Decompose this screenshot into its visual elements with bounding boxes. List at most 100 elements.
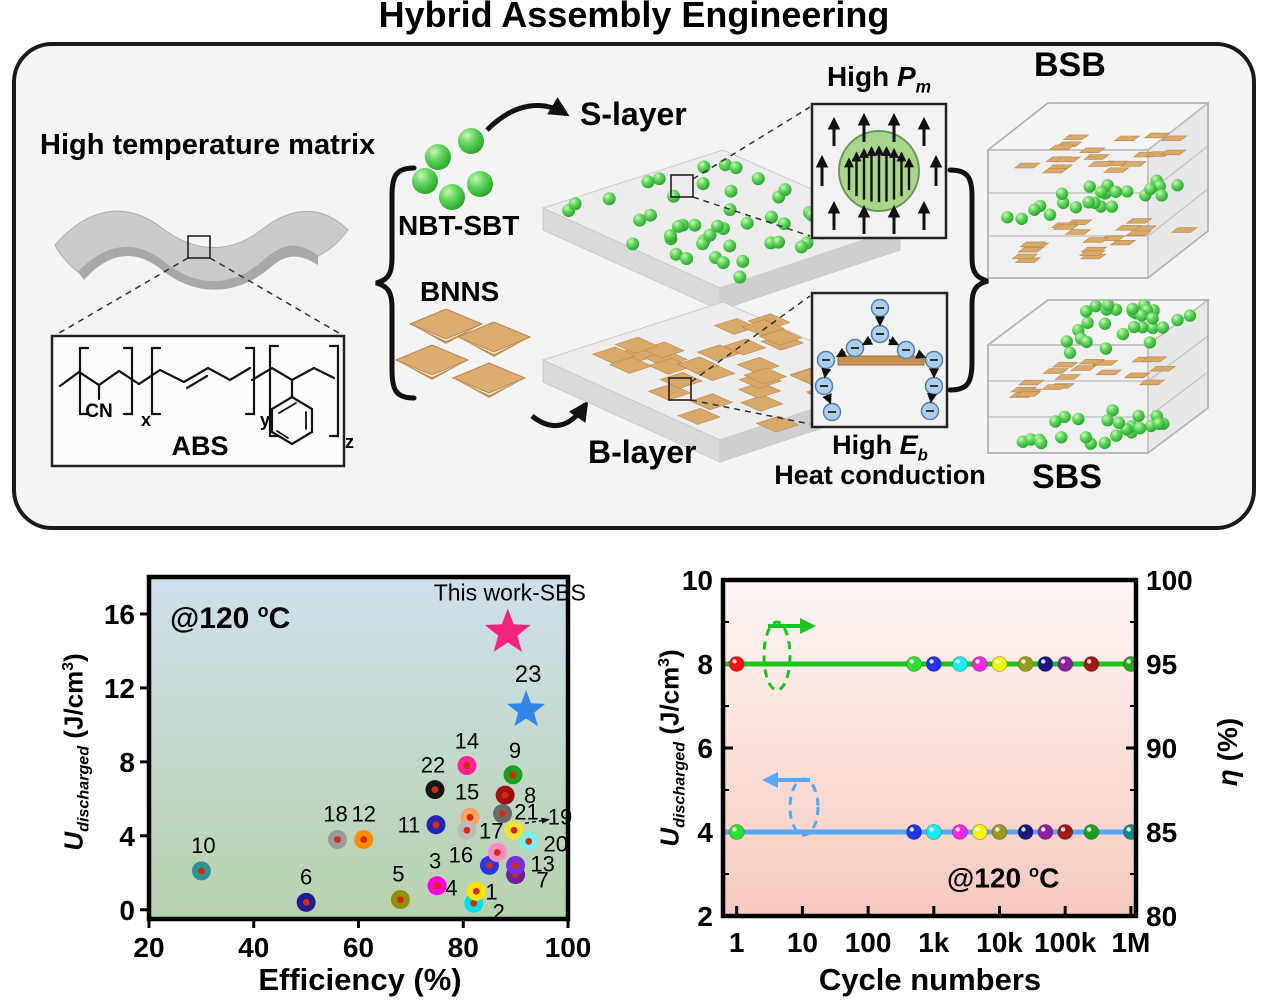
filler-sphere (1105, 200, 1119, 213)
filler-sphere (1146, 312, 1159, 325)
filler-sphere (729, 161, 743, 175)
scatter-point-label: 6 (300, 864, 312, 889)
cycle-point (906, 656, 922, 672)
x-tick-label: 60 (343, 932, 374, 963)
cycle-point (991, 656, 1008, 672)
bnns-tile (1125, 230, 1152, 236)
annotation-arrow (541, 817, 550, 824)
bnns-label: BNNS (420, 276, 500, 307)
star-label: 23 (515, 661, 542, 688)
arrow-to-b-layer (530, 400, 589, 428)
filler-sphere (1001, 211, 1014, 224)
filler-sphere (1133, 422, 1147, 435)
scatter-point-label: 11 (398, 813, 421, 838)
filler-sphere (1060, 335, 1074, 348)
scatter-point-label: 22 (421, 753, 445, 778)
scatter-point-center (472, 887, 480, 895)
bnns-tile (676, 356, 720, 374)
scatter-point-center (493, 849, 501, 856)
filler-sphere (644, 208, 657, 222)
filler-sphere (765, 210, 778, 224)
electron-icon (845, 338, 865, 358)
bnns-tile (1019, 241, 1046, 247)
filler-sphere (703, 228, 717, 242)
bnns-tile (1042, 368, 1070, 374)
filler-sphere (1049, 415, 1062, 428)
filler-sphere (1112, 416, 1126, 430)
filler-sphere (733, 270, 747, 284)
scatter-point-label: 5 (392, 862, 404, 887)
cycle-point (728, 824, 745, 840)
right-brace (947, 167, 989, 393)
filler-sphere (1035, 436, 1048, 450)
filler-sphere (1083, 180, 1096, 193)
scatter-point-center (525, 837, 533, 845)
left-tick-label: 6 (697, 733, 713, 764)
bnns-tile (1078, 359, 1106, 365)
filler-sphere (1069, 201, 1083, 214)
cycle-point (991, 824, 1008, 840)
bnns-tile (1120, 161, 1147, 167)
bnns-tile (739, 394, 784, 412)
filler-sphere (663, 229, 677, 243)
figure-title: Hybrid Assembly Engineering (378, 0, 890, 35)
x-tick-label: 100 (545, 932, 592, 963)
filler-sphere (740, 216, 754, 230)
scatter-point-center (432, 821, 440, 829)
electron-icon (822, 402, 842, 422)
filler-sphere (1116, 327, 1130, 341)
electron-icon (896, 340, 916, 360)
x-tick-label: 1 (729, 927, 745, 958)
scatter-point-label: 20 (543, 831, 567, 856)
s-layer-slab (541, 106, 902, 311)
scatter-point-label: 9 (509, 738, 521, 763)
filler-sphere (778, 183, 792, 197)
nbt-sbt-spheres (412, 128, 493, 210)
scatter-point-label: 3 (429, 849, 441, 874)
x-tick-label: 100 (845, 927, 892, 958)
scatter-point-label: 16 (449, 842, 473, 867)
bnns-tile (1160, 149, 1187, 156)
electron-icon (924, 350, 944, 370)
filler-sphere (1156, 321, 1170, 334)
bnns-tile (1054, 374, 1082, 380)
filler-sphere (1144, 182, 1157, 196)
filler-sphere (680, 252, 694, 265)
scatter-point-center (302, 898, 310, 906)
filler-sphere (1055, 431, 1068, 444)
cycle-point (1017, 656, 1034, 672)
chart1-y-axis-title: Udischarged (J/cm3) (58, 653, 93, 851)
filler-sphere (696, 177, 710, 191)
filler-sphere (1110, 429, 1123, 442)
star-label: This work-SBS (434, 579, 586, 605)
bnns-tile (609, 356, 653, 374)
inset-eb-title: High Eb (832, 430, 928, 465)
chart1-x-axis-title: Efficiency (%) (258, 962, 462, 997)
bnns-tile (1102, 167, 1130, 173)
scatter-point-label: 13 (530, 851, 554, 876)
bnns-tile (1048, 144, 1076, 150)
inset-high-pm (810, 102, 948, 240)
bnns-tile (1095, 369, 1122, 376)
bnns-tile (1124, 372, 1151, 379)
electron-icon (870, 298, 890, 318)
bnns-tile (1014, 391, 1042, 397)
filler-sphere (633, 213, 647, 227)
scatter-point-label: 10 (191, 833, 215, 858)
scatter-point-center (512, 861, 520, 869)
inset-pm-title: High Pm (826, 61, 932, 97)
abs-structure: CN x y z ABS (50, 334, 354, 468)
sbs-label: SBS (1032, 458, 1102, 496)
filler-sphere (772, 235, 785, 249)
filler-sphere (1080, 335, 1093, 349)
bnns-tile (1115, 225, 1142, 231)
filler-sphere (723, 239, 737, 253)
bnns-tile (1125, 218, 1153, 224)
bnns-tile (722, 338, 767, 356)
cycle-point (728, 656, 745, 672)
filler-sphere (1183, 309, 1197, 322)
cycle-chart: 1 10 100 1k 10k 100k 1M 2 4 6 8 10 80 85 90 95 100 (682, 565, 1193, 958)
filler-sphere (1079, 305, 1093, 318)
filler-sphere (1063, 346, 1077, 359)
filler-sphere (751, 172, 765, 186)
